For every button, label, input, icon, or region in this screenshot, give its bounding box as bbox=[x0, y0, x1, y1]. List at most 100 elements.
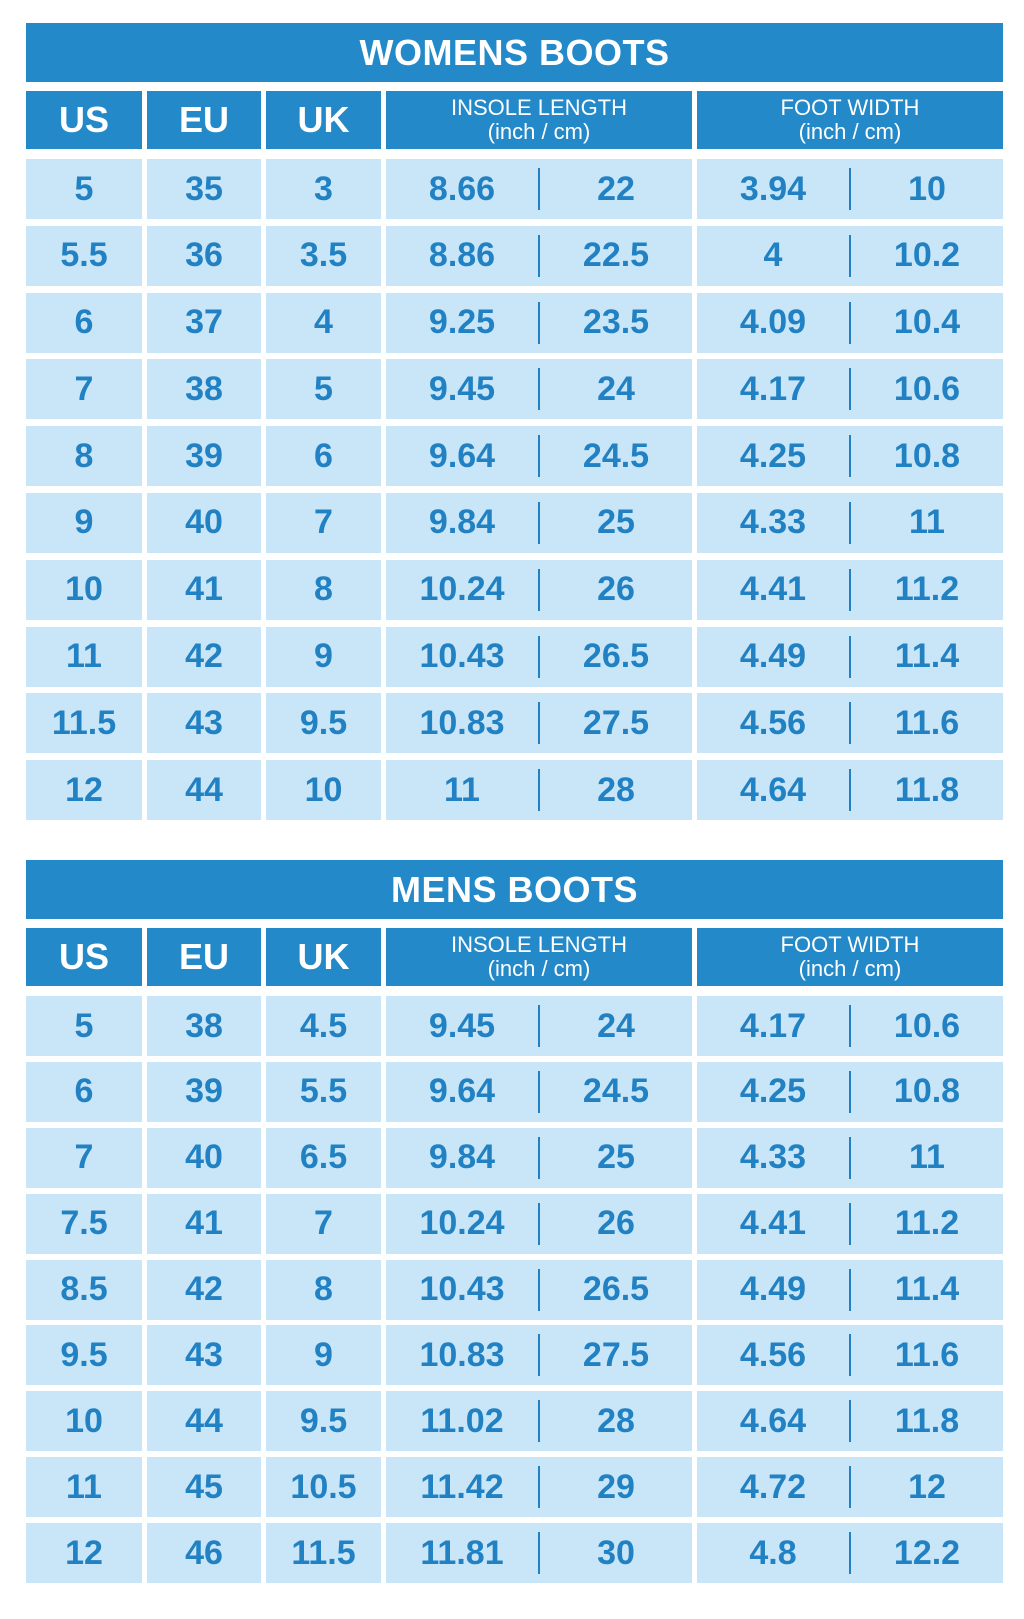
cell-uk: 9.5 bbox=[266, 1391, 381, 1452]
header-unit: (inch / cm) bbox=[798, 119, 902, 144]
header-row: US EU UK INSOLE LENGTH (inch / cm) FOOT WIDTH… bbox=[26, 91, 1003, 149]
cell-uk: 9 bbox=[266, 1325, 381, 1386]
cell-eu: 38 bbox=[147, 996, 261, 1056]
cell-uk: 8 bbox=[266, 1259, 381, 1320]
cell-insole-inch: 10.43 bbox=[419, 637, 505, 676]
table-row: 10 41 8 10.24 26 4.41 11.2 bbox=[26, 559, 1003, 620]
cell-insole-cm: 30 bbox=[597, 1533, 635, 1572]
cell-insole-inch: 9.25 bbox=[428, 303, 496, 342]
cell-eu: 44 bbox=[147, 1391, 261, 1452]
table-body: 5 35 3 8.66 22 3.94 10 5.5 36 3.5 8.86 22.5 4 10.2 6 37… bbox=[26, 159, 1003, 821]
divider bbox=[849, 1005, 851, 1047]
header-label: INSOLE LENGTH bbox=[450, 932, 628, 957]
table-row: 11 42 9 10.43 26.5 4.49 11.4 bbox=[26, 626, 1003, 687]
cell-insole-inch: 11.02 bbox=[420, 1401, 504, 1440]
cell-insole-inch: 9.64 bbox=[428, 436, 496, 475]
cell-width-inch: 4.41 bbox=[739, 1204, 807, 1243]
cell-width: 4.17 10.6 bbox=[697, 996, 1003, 1056]
cell-width-cm: 11.2 bbox=[894, 570, 960, 609]
cell-uk: 4.5 bbox=[266, 996, 381, 1056]
cell-width: 4.64 11.8 bbox=[697, 1391, 1003, 1452]
cell-insole-inch: 11.81 bbox=[420, 1533, 504, 1572]
cell-insole-inch: 9.64 bbox=[428, 1072, 496, 1111]
cell-width-inch: 4.49 bbox=[739, 637, 807, 676]
cell-insole-inch: 10.24 bbox=[419, 570, 505, 609]
cell-insole-inch: 10.83 bbox=[419, 1335, 505, 1374]
cell-us: 8.5 bbox=[26, 1259, 142, 1320]
cell-insole-inch: 8.66 bbox=[428, 169, 496, 208]
cell-width-cm: 11.4 bbox=[894, 637, 960, 676]
cell-width: 4.41 11.2 bbox=[697, 559, 1003, 620]
cell-eu: 43 bbox=[147, 1325, 261, 1386]
header-us: US bbox=[26, 91, 142, 149]
divider bbox=[538, 568, 540, 611]
cell-insole-cm: 23.5 bbox=[582, 303, 650, 342]
cell-insole: 11 28 bbox=[386, 760, 692, 821]
divider bbox=[849, 1202, 851, 1245]
header-label: FOOT WIDTH bbox=[780, 932, 920, 957]
cell-insole-cm: 26.5 bbox=[582, 1270, 650, 1309]
table-row: 7.5 41 7 10.24 26 4.41 11.2 bbox=[26, 1193, 1003, 1254]
cell-insole-inch: 9.84 bbox=[428, 503, 496, 542]
table-row: 10 44 9.5 11.02 28 4.64 11.8 bbox=[26, 1391, 1003, 1452]
table-row: 12 46 11.5 11.81 30 4.8 12.2 bbox=[26, 1523, 1003, 1584]
header-unit: (inch / cm) bbox=[798, 956, 902, 981]
header-label: FOOT WIDTH bbox=[780, 95, 920, 120]
table-row: 8.5 42 8 10.43 26.5 4.49 11.4 bbox=[26, 1259, 1003, 1320]
divider bbox=[538, 635, 540, 678]
divider bbox=[538, 702, 540, 745]
cell-us: 7 bbox=[26, 1127, 142, 1188]
cell-width-inch: 4.64 bbox=[739, 1401, 807, 1440]
cell-insole-inch: 11.42 bbox=[420, 1467, 504, 1506]
cell-width: 3.94 10 bbox=[697, 159, 1003, 219]
table-title: WOMENS BOOTS bbox=[26, 23, 1003, 82]
cell-uk: 7 bbox=[266, 1193, 381, 1254]
cell-width-inch: 4.33 bbox=[739, 503, 807, 542]
cell-insole-inch: 10.43 bbox=[419, 1270, 505, 1309]
cell-insole: 10.83 27.5 bbox=[386, 693, 692, 754]
cell-us: 7 bbox=[26, 359, 142, 420]
cell-width-cm: 12 bbox=[908, 1467, 946, 1506]
cell-us: 9 bbox=[26, 492, 142, 553]
cell-insole: 10.24 26 bbox=[386, 1193, 692, 1254]
header-eu: EU bbox=[147, 928, 261, 986]
cell-uk: 6.5 bbox=[266, 1127, 381, 1188]
divider bbox=[538, 1268, 540, 1311]
cell-us: 6 bbox=[26, 1061, 142, 1122]
divider bbox=[538, 1466, 540, 1509]
cell-insole: 10.24 26 bbox=[386, 559, 692, 620]
cell-uk: 10.5 bbox=[266, 1457, 381, 1518]
cell-width: 4.25 10.8 bbox=[697, 1061, 1003, 1122]
cell-insole-cm: 27.5 bbox=[582, 1335, 650, 1374]
cell-width-cm: 11.8 bbox=[894, 1401, 960, 1440]
cell-uk: 11.5 bbox=[266, 1523, 381, 1584]
cell-width: 4.56 11.6 bbox=[697, 693, 1003, 754]
cell-insole-inch: 9.45 bbox=[428, 369, 496, 408]
divider bbox=[849, 368, 851, 411]
cell-uk: 7 bbox=[266, 492, 381, 553]
divider bbox=[538, 501, 540, 544]
cell-insole-cm: 28 bbox=[597, 770, 635, 809]
cell-insole-cm: 26 bbox=[597, 1204, 635, 1243]
cell-uk: 9.5 bbox=[266, 693, 381, 754]
cell-us: 11 bbox=[26, 1457, 142, 1518]
divider bbox=[538, 1136, 540, 1179]
cell-width-inch: 4.09 bbox=[739, 303, 807, 342]
cell-us: 5 bbox=[26, 996, 142, 1056]
header-unit: (inch / cm) bbox=[487, 956, 591, 981]
cell-uk: 5 bbox=[266, 359, 381, 420]
divider bbox=[849, 702, 851, 745]
divider bbox=[538, 168, 540, 210]
divider bbox=[849, 1400, 851, 1443]
cell-eu: 39 bbox=[147, 426, 261, 487]
table-row: 7 40 6.5 9.84 25 4.33 11 bbox=[26, 1127, 1003, 1188]
cell-insole: 10.43 26.5 bbox=[386, 626, 692, 687]
cell-us: 5 bbox=[26, 159, 142, 219]
cell-us: 8 bbox=[26, 426, 142, 487]
cell-eu: 44 bbox=[147, 760, 261, 821]
divider bbox=[849, 635, 851, 678]
table-row: 5 38 4.5 9.45 24 4.17 10.6 bbox=[26, 996, 1003, 1056]
table-row: 9.5 43 9 10.83 27.5 4.56 11.6 bbox=[26, 1325, 1003, 1386]
cell-us: 10 bbox=[26, 1391, 142, 1452]
divider bbox=[538, 1400, 540, 1443]
